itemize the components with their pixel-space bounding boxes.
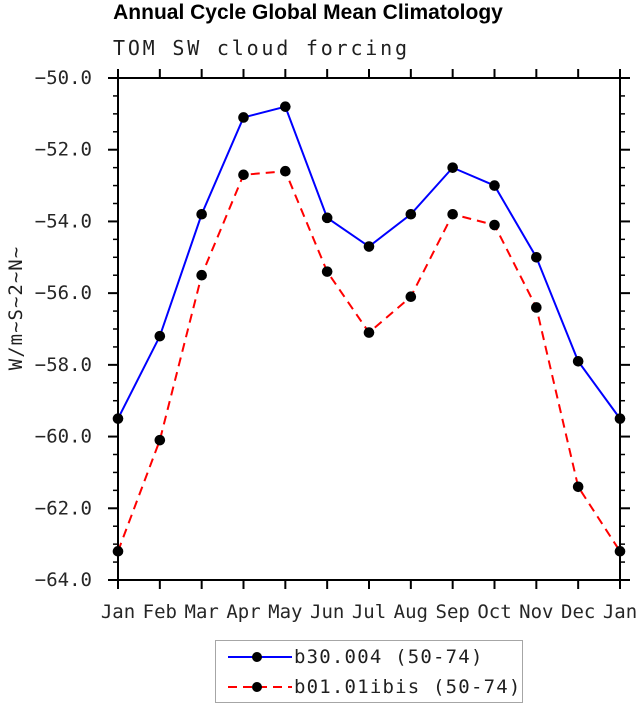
x-tick-label: Mar [185, 601, 219, 623]
data-point-marker-1 [447, 208, 458, 220]
data-point-marker-0 [572, 355, 584, 367]
legend-sample-dashed-line [228, 681, 292, 692]
y-axis-title: W/m~S~2~N~ [5, 245, 27, 371]
x-tick-label: Jun [310, 601, 344, 623]
series-line-0 [117, 105, 621, 420]
data-point-marker-1 [280, 165, 291, 177]
x-tick-label: Sep [436, 601, 470, 623]
legend-marker-dot [252, 681, 262, 692]
data-point-marker-0 [489, 180, 500, 191]
x-tick-label: Apr [226, 601, 260, 623]
data-point-marker-0 [447, 162, 458, 173]
legend-box: b30.004 (50-74) b01.01ibis (50-74) [215, 640, 523, 703]
data-point-marker-1 [154, 434, 166, 446]
data-point-marker-0 [196, 208, 207, 220]
data-point-marker-1 [531, 302, 542, 313]
data-point-marker-1 [321, 266, 333, 277]
y-tick-label: −60.0 [35, 426, 92, 448]
y-tick-label: −62.0 [35, 497, 92, 519]
x-tick-label: May [268, 601, 302, 623]
data-point-marker-0 [112, 413, 124, 424]
data-point-marker-0 [238, 112, 249, 123]
data-point-marker-1 [196, 269, 207, 281]
data-point-marker-1 [614, 546, 626, 557]
y-tick-label: −54.0 [35, 210, 92, 232]
x-tick-label: Jan [603, 601, 637, 623]
y-tick-label: −64.0 [35, 569, 92, 591]
data-point-marker-1 [572, 481, 584, 493]
x-tick-label: Nov [519, 601, 553, 623]
y-tick-label: −50.0 [35, 67, 92, 89]
legend-entry-b01-01ibis: b01.01ibis (50-74) [216, 673, 522, 700]
y-tick-label: −56.0 [35, 282, 92, 304]
x-tick-label: Aug [394, 601, 428, 623]
data-point-marker-1 [112, 546, 124, 557]
x-tick-label: Feb [143, 601, 177, 623]
x-tick-label: Jul [352, 601, 386, 623]
y-tick-label: −52.0 [35, 139, 92, 161]
data-point-marker-0 [531, 251, 542, 263]
x-tick-label: Jan [101, 601, 135, 623]
chart-subtitle: TOM SW cloud forcing [113, 36, 410, 60]
data-point-marker-0 [405, 208, 417, 220]
data-point-marker-0 [363, 241, 375, 252]
chart-title: Annual Cycle Global Mean Climatology [113, 1, 503, 24]
x-tick-label: Oct [477, 601, 511, 623]
data-point-marker-0 [614, 413, 626, 424]
data-point-marker-1 [238, 169, 249, 181]
data-point-marker-0 [321, 212, 333, 224]
data-point-marker-1 [363, 327, 375, 338]
legend-marker-dot [252, 651, 262, 662]
data-point-marker-1 [405, 291, 417, 303]
legend-label: b01.01ibis (50-74) [294, 675, 522, 698]
data-point-marker-0 [280, 101, 291, 112]
y-tick-label: −58.0 [35, 354, 92, 376]
legend-sample-solid-line [228, 651, 292, 662]
series-line-1 [117, 170, 621, 552]
data-point-marker-1 [489, 219, 500, 231]
legend-entry-b30-004: b30.004 (50-74) [216, 643, 522, 670]
data-point-marker-0 [154, 330, 166, 342]
legend-label: b30.004 (50-74) [294, 645, 484, 668]
x-tick-label: Dec [561, 601, 595, 623]
